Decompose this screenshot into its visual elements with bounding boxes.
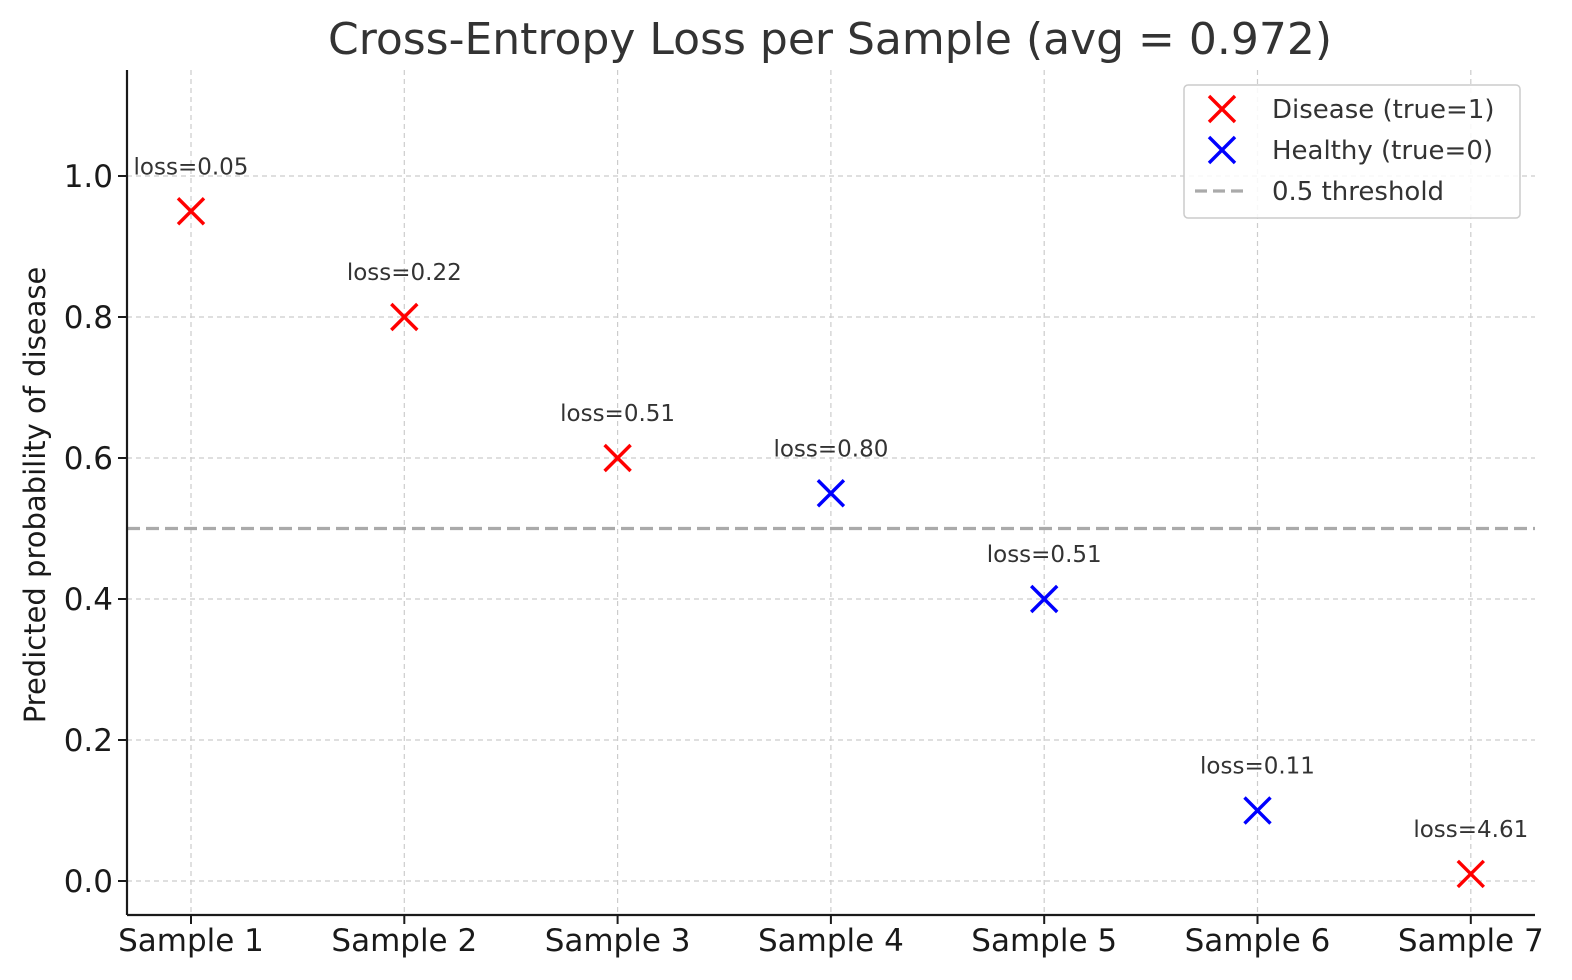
x-marker-stroke [176, 197, 206, 226]
legend-marker [1207, 94, 1237, 124]
x-marker-stroke [1243, 796, 1272, 825]
y-tick-label: 1.0 [64, 159, 113, 195]
x-tick-label: Sample 7 [1398, 923, 1544, 959]
y-tick-label: 0.0 [64, 864, 113, 900]
point-loss-label: loss=4.61 [1413, 817, 1528, 843]
legend: Disease (true=1) Healthy (true=0) 0.5 thre… [1183, 84, 1521, 219]
data-point [390, 302, 419, 332]
legend-box [1183, 84, 1521, 219]
x-tick-label: Sample 2 [331, 923, 477, 959]
legend-marker [1207, 135, 1237, 165]
point-loss-label: loss=0.11 [1200, 754, 1315, 780]
y-tick-label: 0.4 [64, 582, 113, 618]
point-loss-label: loss=0.05 [134, 154, 249, 180]
data-point [816, 479, 846, 508]
data-point [1029, 584, 1059, 614]
data-point [176, 197, 206, 226]
x-tick-label: Sample 3 [545, 923, 691, 959]
x-marker-stroke [1029, 584, 1059, 614]
data-point [1456, 859, 1486, 889]
y-axis-label: Predicted probability of disease [18, 267, 52, 724]
x-tick-label: Sample 6 [1185, 923, 1331, 959]
points-layer: loss=0.05 loss=0.22 loss=0.51 loss=4.61 loss… [134, 154, 1528, 889]
x-marker-stroke [603, 443, 632, 473]
x-marker-stroke [816, 479, 846, 508]
data-point [1243, 796, 1272, 825]
point-loss-label: loss=0.51 [987, 542, 1102, 568]
y-tick-label: 0.6 [64, 441, 113, 477]
grid-layer [127, 70, 1535, 915]
x-marker-stroke [1456, 859, 1486, 889]
x-tick-label: Sample 5 [971, 923, 1117, 959]
data-point [603, 443, 632, 473]
legend-label: Healthy (true=0) [1272, 136, 1493, 166]
point-loss-label: loss=0.51 [560, 401, 675, 427]
x-marker-stroke [1207, 135, 1237, 165]
x-tick-label: Sample 1 [118, 923, 264, 959]
y-tick-label: 0.8 [64, 300, 113, 336]
x-marker-stroke [1207, 94, 1237, 124]
x-tick-label: Sample 4 [758, 923, 904, 959]
legend-label: 0.5 threshold [1272, 177, 1444, 207]
y-tick-label: 0.2 [64, 723, 113, 759]
axes-layer: 0.0 0.2 0.4 0.6 0.8 1.0 Sample 1 Sample 2 Sample… [64, 70, 1544, 959]
chart-title: Cross-Entropy Loss per Sample (avg = 0.9… [328, 14, 1332, 65]
point-loss-label: loss=0.22 [347, 260, 462, 286]
point-loss-label: loss=0.80 [773, 436, 888, 462]
legend-label: Disease (true=1) [1272, 95, 1495, 125]
x-marker-stroke [390, 302, 419, 332]
